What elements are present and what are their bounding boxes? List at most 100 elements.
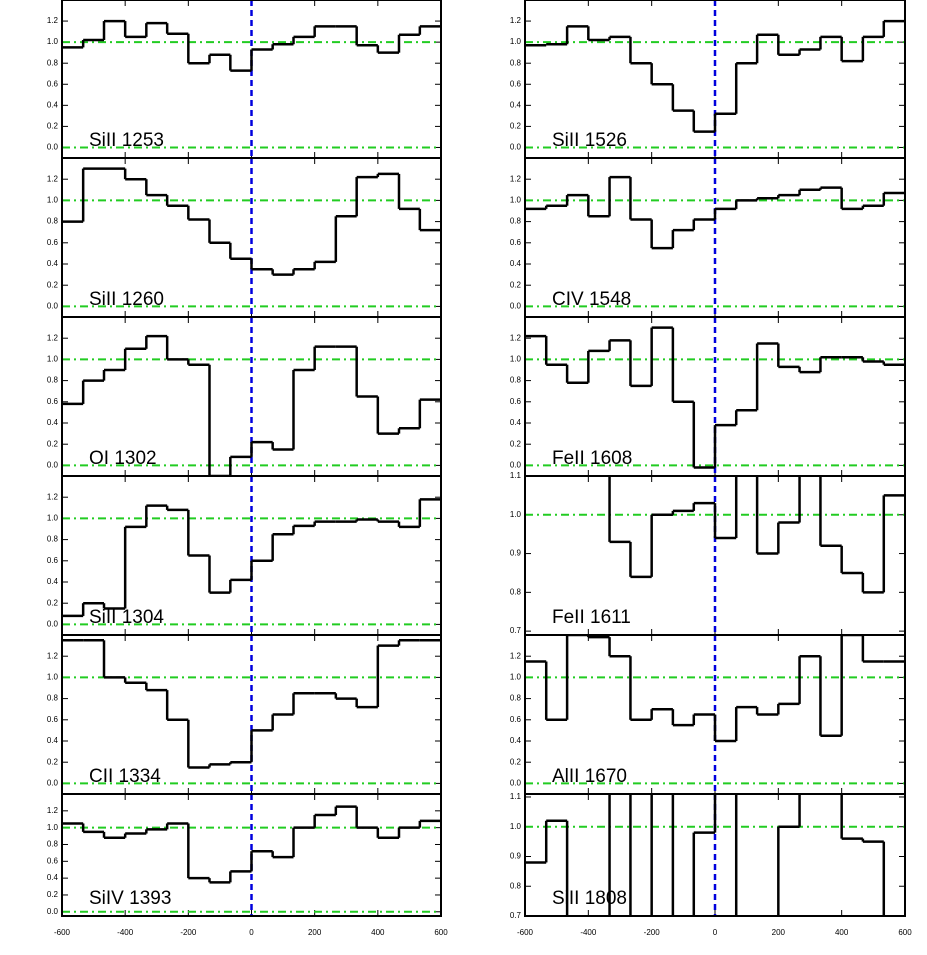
y-tick-label: 0.2 bbox=[510, 757, 522, 766]
y-tick-label: 0.9 bbox=[510, 852, 522, 861]
y-tick-label: 0.0 bbox=[47, 143, 59, 152]
x-tick-label: -400 bbox=[117, 928, 134, 937]
panel-label: FeII 1611 bbox=[552, 607, 631, 628]
y-tick-label: 0.6 bbox=[510, 79, 522, 88]
y-tick-label: 0.2 bbox=[47, 598, 59, 607]
y-tick-label: 1.0 bbox=[47, 514, 59, 523]
plot-area bbox=[62, 0, 441, 158]
y-tick-label: 0.6 bbox=[47, 856, 59, 865]
y-tick-label: 0.7 bbox=[510, 911, 522, 920]
y-tick-label: 0.6 bbox=[47, 715, 59, 724]
y-tick-label: 1.0 bbox=[47, 355, 59, 364]
panel-label: CII 1334 bbox=[89, 766, 161, 787]
y-tick-label: 0.0 bbox=[510, 461, 522, 470]
x-tick-label: 0 bbox=[249, 928, 254, 937]
panel-label: CIV 1548 bbox=[552, 289, 631, 310]
y-tick-label: 0.0 bbox=[47, 907, 59, 916]
y-tick-label: 1.0 bbox=[510, 355, 522, 364]
y-tick-label: 0.0 bbox=[47, 302, 59, 311]
y-tick-label: 0.8 bbox=[47, 840, 59, 849]
y-tick-label: 1.0 bbox=[47, 823, 59, 832]
plot-area bbox=[62, 635, 441, 794]
plot-area bbox=[62, 794, 441, 916]
y-tick-label: 0.0 bbox=[510, 143, 522, 152]
plot-area bbox=[525, 317, 905, 476]
y-tick-label: 0.8 bbox=[47, 58, 59, 67]
x-tick-label: -400 bbox=[580, 928, 597, 937]
x-tick-label: 600 bbox=[434, 928, 448, 937]
y-tick-label: 0.6 bbox=[510, 397, 522, 406]
panel: 0.0 0.2 0.4 0.6 0.8 1.0 1.2 SiII 1526 bbox=[510, 0, 906, 159]
y-tick-label: 1.2 bbox=[47, 333, 59, 342]
x-tick-label: -200 bbox=[180, 928, 197, 937]
panel: 0.0 0.2 0.4 0.6 0.8 1.0 1.2 SiII 1260 bbox=[47, 157, 442, 318]
y-tick-label: 1.0 bbox=[510, 510, 522, 519]
y-tick-label: 0.0 bbox=[47, 620, 59, 629]
y-tick-label: 1.0 bbox=[47, 196, 59, 205]
y-tick-label: 0.0 bbox=[47, 461, 59, 470]
plot-area bbox=[525, 158, 905, 317]
y-tick-label: 1.1 bbox=[510, 792, 522, 801]
y-tick-label: 0.0 bbox=[510, 302, 522, 311]
y-tick-label: 1.0 bbox=[510, 196, 522, 205]
y-tick-label: 0.8 bbox=[47, 535, 59, 544]
x-tick-label: 600 bbox=[898, 928, 912, 937]
x-tick-label: -600 bbox=[54, 928, 71, 937]
panel-label: SiII 1260 bbox=[89, 289, 164, 310]
panel: 0.0 0.2 0.4 0.6 0.8 1.0 1.2 AlII 1670 bbox=[510, 634, 906, 795]
panel: 0.7 0.8 0.9 1.0 1.1 -600 -400 -200 0 200 400 600 SiI… bbox=[510, 792, 912, 937]
y-tick-label: 1.0 bbox=[47, 37, 59, 46]
y-tick-label: 1.0 bbox=[47, 673, 59, 682]
y-tick-label: 0.9 bbox=[510, 549, 522, 558]
x-tick-label: 200 bbox=[308, 928, 322, 937]
y-tick-label: 0.6 bbox=[47, 397, 59, 406]
x-tick-label: -600 bbox=[517, 928, 534, 937]
panel-label: OI 1302 bbox=[89, 448, 157, 469]
y-tick-label: 0.6 bbox=[47, 79, 59, 88]
plot-area bbox=[62, 476, 441, 635]
y-tick-label: 1.2 bbox=[510, 16, 522, 25]
panel: 0.0 0.2 0.4 0.6 0.8 1.0 1.2 FeII 1608 bbox=[510, 316, 906, 477]
y-tick-label: 1.2 bbox=[510, 174, 522, 183]
y-tick-label: 1.2 bbox=[47, 174, 59, 183]
x-tick-label: 0 bbox=[713, 928, 718, 937]
x-tick-label: -200 bbox=[644, 928, 661, 937]
panel-label: AlII 1670 bbox=[552, 766, 627, 787]
y-tick-label: 0.2 bbox=[47, 890, 59, 899]
panel-label: FeII 1608 bbox=[552, 448, 632, 469]
y-tick-label: 0.2 bbox=[47, 122, 59, 131]
y-tick-label: 0.2 bbox=[510, 122, 522, 131]
y-tick-label: 0.6 bbox=[47, 238, 59, 247]
panel: 0.0 0.2 0.4 0.6 0.8 1.0 1.2 OI 1302 bbox=[47, 316, 442, 477]
y-tick-label: 0.4 bbox=[47, 873, 59, 882]
y-tick-label: 0.8 bbox=[510, 376, 522, 385]
plot-area bbox=[525, 794, 905, 916]
y-tick-label: 1.2 bbox=[510, 333, 522, 342]
y-tick-label: 0.4 bbox=[510, 418, 522, 427]
y-tick-label: 0.6 bbox=[510, 238, 522, 247]
y-tick-label: 0.8 bbox=[47, 694, 59, 703]
y-tick-label: 0.8 bbox=[510, 58, 522, 67]
y-tick-label: 0.8 bbox=[510, 217, 522, 226]
panel-label: SiII 1808 bbox=[552, 888, 627, 909]
y-tick-label: 1.0 bbox=[510, 673, 522, 682]
y-tick-label: 1.2 bbox=[47, 16, 59, 25]
panel-label: SiII 1526 bbox=[552, 130, 627, 151]
y-tick-label: 0.2 bbox=[47, 439, 59, 448]
y-tick-label: 0.7 bbox=[510, 626, 522, 635]
y-tick-label: 0.4 bbox=[510, 259, 522, 268]
panel: 0.0 0.2 0.4 0.6 0.8 1.0 1.2 SiII 1304 bbox=[47, 475, 442, 636]
panel-label: SiII 1304 bbox=[89, 607, 164, 628]
panel-frame bbox=[524, 793, 906, 917]
panel-frame bbox=[61, 793, 442, 917]
plot-area bbox=[525, 476, 905, 635]
y-tick-label: 0.4 bbox=[47, 418, 59, 427]
y-tick-label: 0.6 bbox=[510, 715, 522, 724]
y-tick-label: 0.4 bbox=[47, 259, 59, 268]
panel: 0.0 0.2 0.4 0.6 0.8 1.0 1.2 CIV 1548 bbox=[510, 157, 906, 318]
y-tick-label: 0.0 bbox=[47, 779, 59, 788]
y-tick-label: 1.0 bbox=[510, 822, 522, 831]
plot-area bbox=[525, 0, 905, 158]
y-tick-label: 0.8 bbox=[47, 376, 59, 385]
